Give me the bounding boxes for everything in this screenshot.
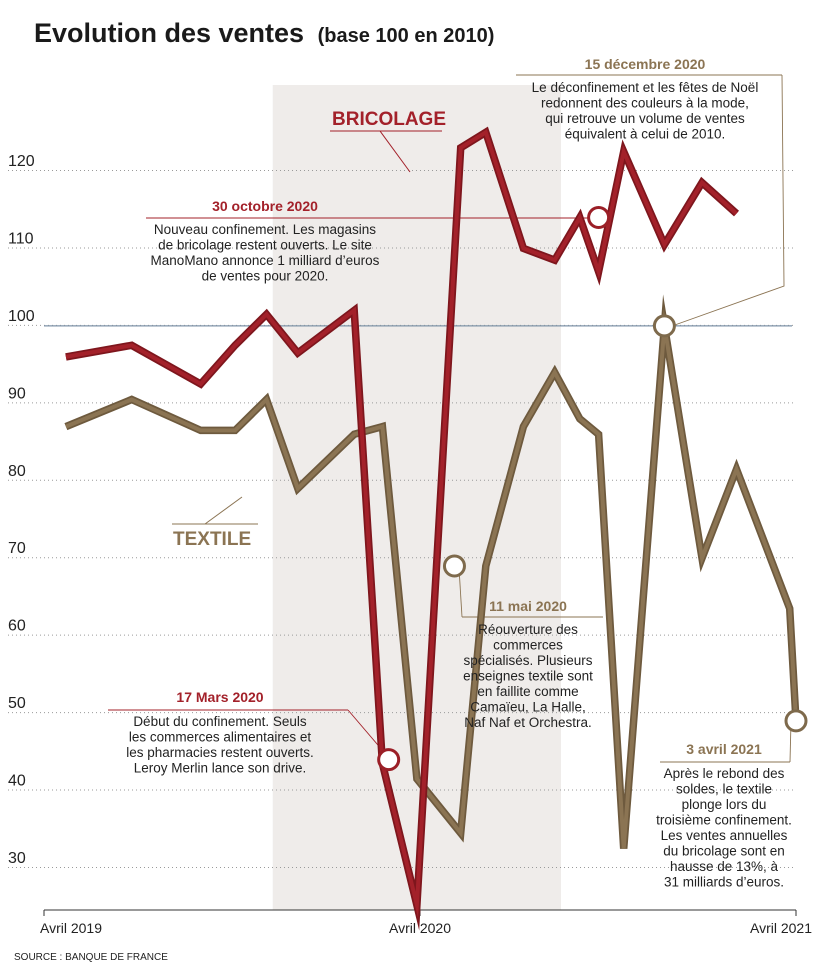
annotation-text-line: Camaïeu, La Halle, <box>470 700 586 715</box>
annotation-date: 30 octobre 2020 <box>212 198 318 214</box>
chart-title-line: Evolution des ventes (base 100 en 2010) <box>34 18 494 48</box>
annotation-text-line: Après le rebond des <box>664 766 785 781</box>
y-tick-label: 90 <box>8 385 26 402</box>
series-label-pointer <box>379 130 411 173</box>
y-tick-label: 30 <box>8 850 26 867</box>
y-axis: 30 40 50 60 70 80 90 100 110 120 <box>8 153 35 867</box>
chart-title: Evolution des ventes <box>34 18 304 48</box>
annotation-text-line: enseignes textile sont <box>463 669 593 684</box>
annotation-text-line: redonnent des couleurs à la mode, <box>541 96 749 111</box>
series-label-pointer <box>204 496 243 525</box>
annotation-text-line: de ventes pour 2020. <box>202 269 329 284</box>
annotation-text-line: Leroy Merlin lance son drive. <box>134 761 307 776</box>
y-tick-label: 100 <box>8 308 35 325</box>
annotation-text-line: plonge lors du <box>682 797 767 812</box>
annotation-text-line: les commerces alimentaires et <box>129 730 312 745</box>
y-tick-label: 50 <box>8 695 26 712</box>
annotation-text-line: Les ventes annuelles <box>661 828 788 843</box>
y-tick-label: 110 <box>8 230 34 247</box>
annotation-text-line: commerces <box>493 638 563 653</box>
x-tick-label: Avril 2019 <box>40 920 102 936</box>
annotation-text-line: Naf Naf et Orchestra. <box>464 715 592 730</box>
source-note: SOURCE : BANQUE DE FRANCE <box>14 952 168 963</box>
annotation-marker <box>652 314 676 338</box>
annotation-leader <box>671 74 785 327</box>
annotation-text-line: Le déconfinement et les fêtes de Noël <box>532 80 759 95</box>
series-label-textile: TEXTILE <box>173 529 251 550</box>
annotation-text-line: Réouverture des <box>478 622 578 637</box>
annotation-text-line: de bricolage restent ouverts. Le site <box>158 238 372 253</box>
annotation-date: 11 mai 2020 <box>489 598 567 614</box>
annotation-text-line: du bricolage sont en <box>663 844 785 859</box>
chart-subtitle: (base 100 en 2010) <box>318 25 495 47</box>
annotation-text-line: ManoMano annonce 1 milliard d’euros <box>151 253 380 268</box>
annotation-text-line: qui retrouve un volume de ventes <box>545 111 745 126</box>
bricolage-line <box>65 129 738 919</box>
annotation-text-line: troisième confinement. <box>656 813 792 828</box>
annotation-marker <box>784 709 808 733</box>
annotation-text-line: soldes, le textile <box>676 782 772 797</box>
y-tick-label: 120 <box>8 153 35 170</box>
annotation-text-line: spécialisés. Plusieurs <box>463 653 592 668</box>
annotation-date: 3 avril 2021 <box>686 741 762 757</box>
annotation-text-line: Début du confinement. Seuls <box>133 714 307 729</box>
annotation-text-line: équivalent à celui de 2010. <box>565 127 726 142</box>
y-tick-label: 70 <box>8 540 26 557</box>
annotation-date: 17 Mars 2020 <box>176 689 263 705</box>
annotation-marker <box>587 205 611 229</box>
annotation-markers <box>377 205 808 772</box>
annotation-text-line: Nouveau confinement. Les magasins <box>154 222 376 237</box>
annotation-text-line: les pharmacies restent ouverts. <box>126 745 314 760</box>
series-labels: BRICOLAGE TEXTILE <box>172 109 446 550</box>
textile-line <box>65 309 798 849</box>
x-tick-label: Avril 2020 <box>389 920 451 936</box>
x-tick-label: Avril 2021 <box>750 920 812 936</box>
series-lines <box>64 126 800 931</box>
annotation-text-line: hausse de 13%, à <box>670 859 779 874</box>
y-tick-label: 60 <box>8 618 26 635</box>
annotation-text-line: 31 milliards d’euros. <box>664 875 784 890</box>
annotation-marker <box>442 554 466 578</box>
annotation-text-line: en faillite comme <box>477 684 578 699</box>
annotation-date: 15 décembre 2020 <box>585 56 706 72</box>
annotation-marker <box>377 748 401 772</box>
series-label-bricolage: BRICOLAGE <box>332 109 446 130</box>
y-tick-label: 80 <box>8 463 26 480</box>
y-tick-label: 40 <box>8 773 26 790</box>
